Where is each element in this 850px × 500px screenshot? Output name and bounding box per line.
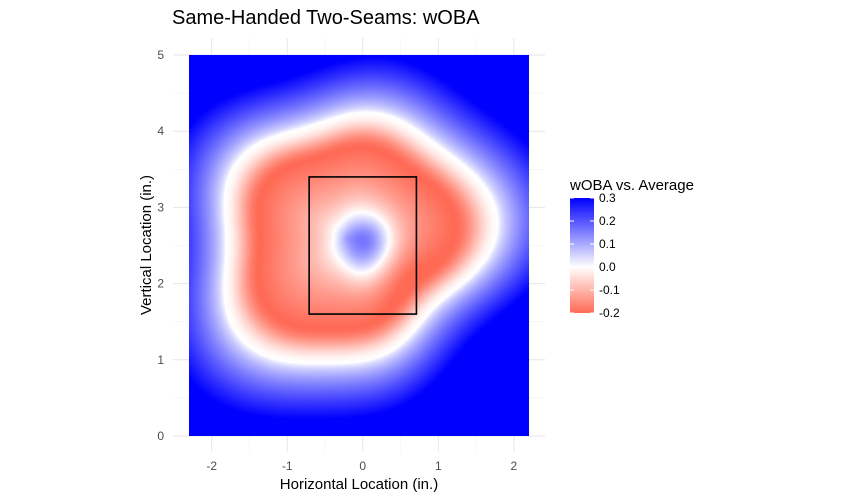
legend: wOBA vs. Average 0.3 0.2 0.1 0.0 -0.1 -0.2 — [569, 177, 694, 320]
x-tick-label: 1 — [435, 459, 442, 473]
x-axis-title: Horizontal Location (in.) — [280, 476, 438, 493]
y-tick-label: 3 — [157, 200, 164, 214]
legend-label: -0.2 — [599, 306, 620, 320]
chart-title: Same-Handed Two-Seams: wOBA — [172, 7, 480, 29]
y-axis-title: Vertical Location (in.) — [138, 175, 155, 315]
legend-title: wOBA vs. Average — [569, 177, 694, 194]
strike-zone-box — [308, 176, 418, 315]
legend-label: 0.3 — [599, 191, 616, 205]
y-tick-label: 1 — [157, 353, 164, 367]
y-tick-label: 4 — [157, 124, 164, 138]
legend-label: 0.0 — [599, 260, 616, 274]
y-tick-label: 5 — [157, 48, 164, 62]
legend-ticks: 0.3 0.2 0.1 0.0 -0.1 -0.2 — [570, 191, 620, 320]
heatmap-image — [189, 55, 529, 436]
x-tick-label: 0 — [359, 459, 366, 473]
legend-label: -0.1 — [599, 283, 620, 297]
x-tick-label: 2 — [511, 459, 518, 473]
heatmap-surface — [189, 55, 529, 436]
y-tick-label: 2 — [157, 277, 164, 291]
x-axis-ticks: -2 -1 0 1 2 — [206, 459, 517, 473]
legend-label: 0.1 — [599, 237, 616, 251]
legend-colorbar — [570, 198, 594, 313]
x-tick-label: -2 — [206, 459, 217, 473]
y-axis-ticks: 0 1 2 3 4 5 — [157, 48, 164, 443]
y-tick-label: 0 — [157, 429, 164, 443]
x-tick-label: -1 — [282, 459, 293, 473]
legend-label: 0.2 — [599, 214, 616, 228]
